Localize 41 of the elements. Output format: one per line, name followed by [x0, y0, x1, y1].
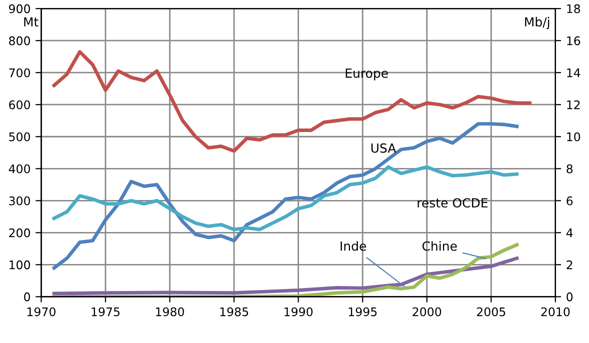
- x-tick-label: 1985: [220, 307, 248, 316]
- y-tick-label: 300: [9, 196, 30, 206]
- y-tick-label: 900: [9, 4, 30, 14]
- y-tick-label: 700: [9, 68, 30, 78]
- x-tick-label: 1970: [28, 307, 56, 316]
- text: Inde: [340, 241, 366, 251]
- y-tick-label: 800: [9, 36, 30, 46]
- line-series: [52, 243, 519, 297]
- series-label: Europe: [346, 68, 388, 80]
- series-label: Chine: [422, 241, 457, 251]
- line-series: [52, 50, 532, 153]
- y2-tick-label: 6: [566, 196, 573, 206]
- y-tick-label: 100: [10, 260, 30, 270]
- y-tick-label: 0: [24, 292, 30, 302]
- y-tick-label: 400: [8, 164, 30, 174]
- y2-tick-label: 2: [566, 260, 572, 270]
- y2-tick-label: 4: [566, 228, 573, 238]
- text: reste OCDE: [418, 198, 488, 208]
- y2-tick-label: 14: [567, 68, 580, 78]
- series-label: USA: [371, 143, 396, 153]
- line-series: [52, 165, 519, 232]
- y2-tick-label: 10: [567, 132, 580, 142]
- line-series: [52, 256, 519, 296]
- y2-tick-label: 8: [566, 164, 573, 174]
- line-series: [52, 122, 519, 270]
- y2-tick-label: 12: [567, 100, 580, 110]
- x-tick-label: 1980: [156, 307, 184, 316]
- x-tick-label: 1975: [92, 307, 120, 316]
- y2-tick-label: 18: [567, 4, 580, 14]
- y-tick-label: 500: [9, 132, 30, 142]
- x-tick-label: 1995: [348, 307, 377, 316]
- x-tick-label: 2010: [541, 307, 570, 316]
- x-tick-label: 1990: [284, 307, 313, 316]
- y-tick-label: 600: [9, 100, 30, 110]
- x-tick-label: 2005: [476, 307, 506, 316]
- y-axis-title: Mt: [24, 17, 38, 26]
- x-tick-label: 2000: [412, 307, 442, 316]
- y2-tick-label: 16: [567, 36, 580, 46]
- y2-tick-label: 0: [566, 292, 573, 302]
- y2-axis-title: Mb/j: [525, 16, 550, 30]
- y-tick-label: 200: [9, 228, 30, 238]
